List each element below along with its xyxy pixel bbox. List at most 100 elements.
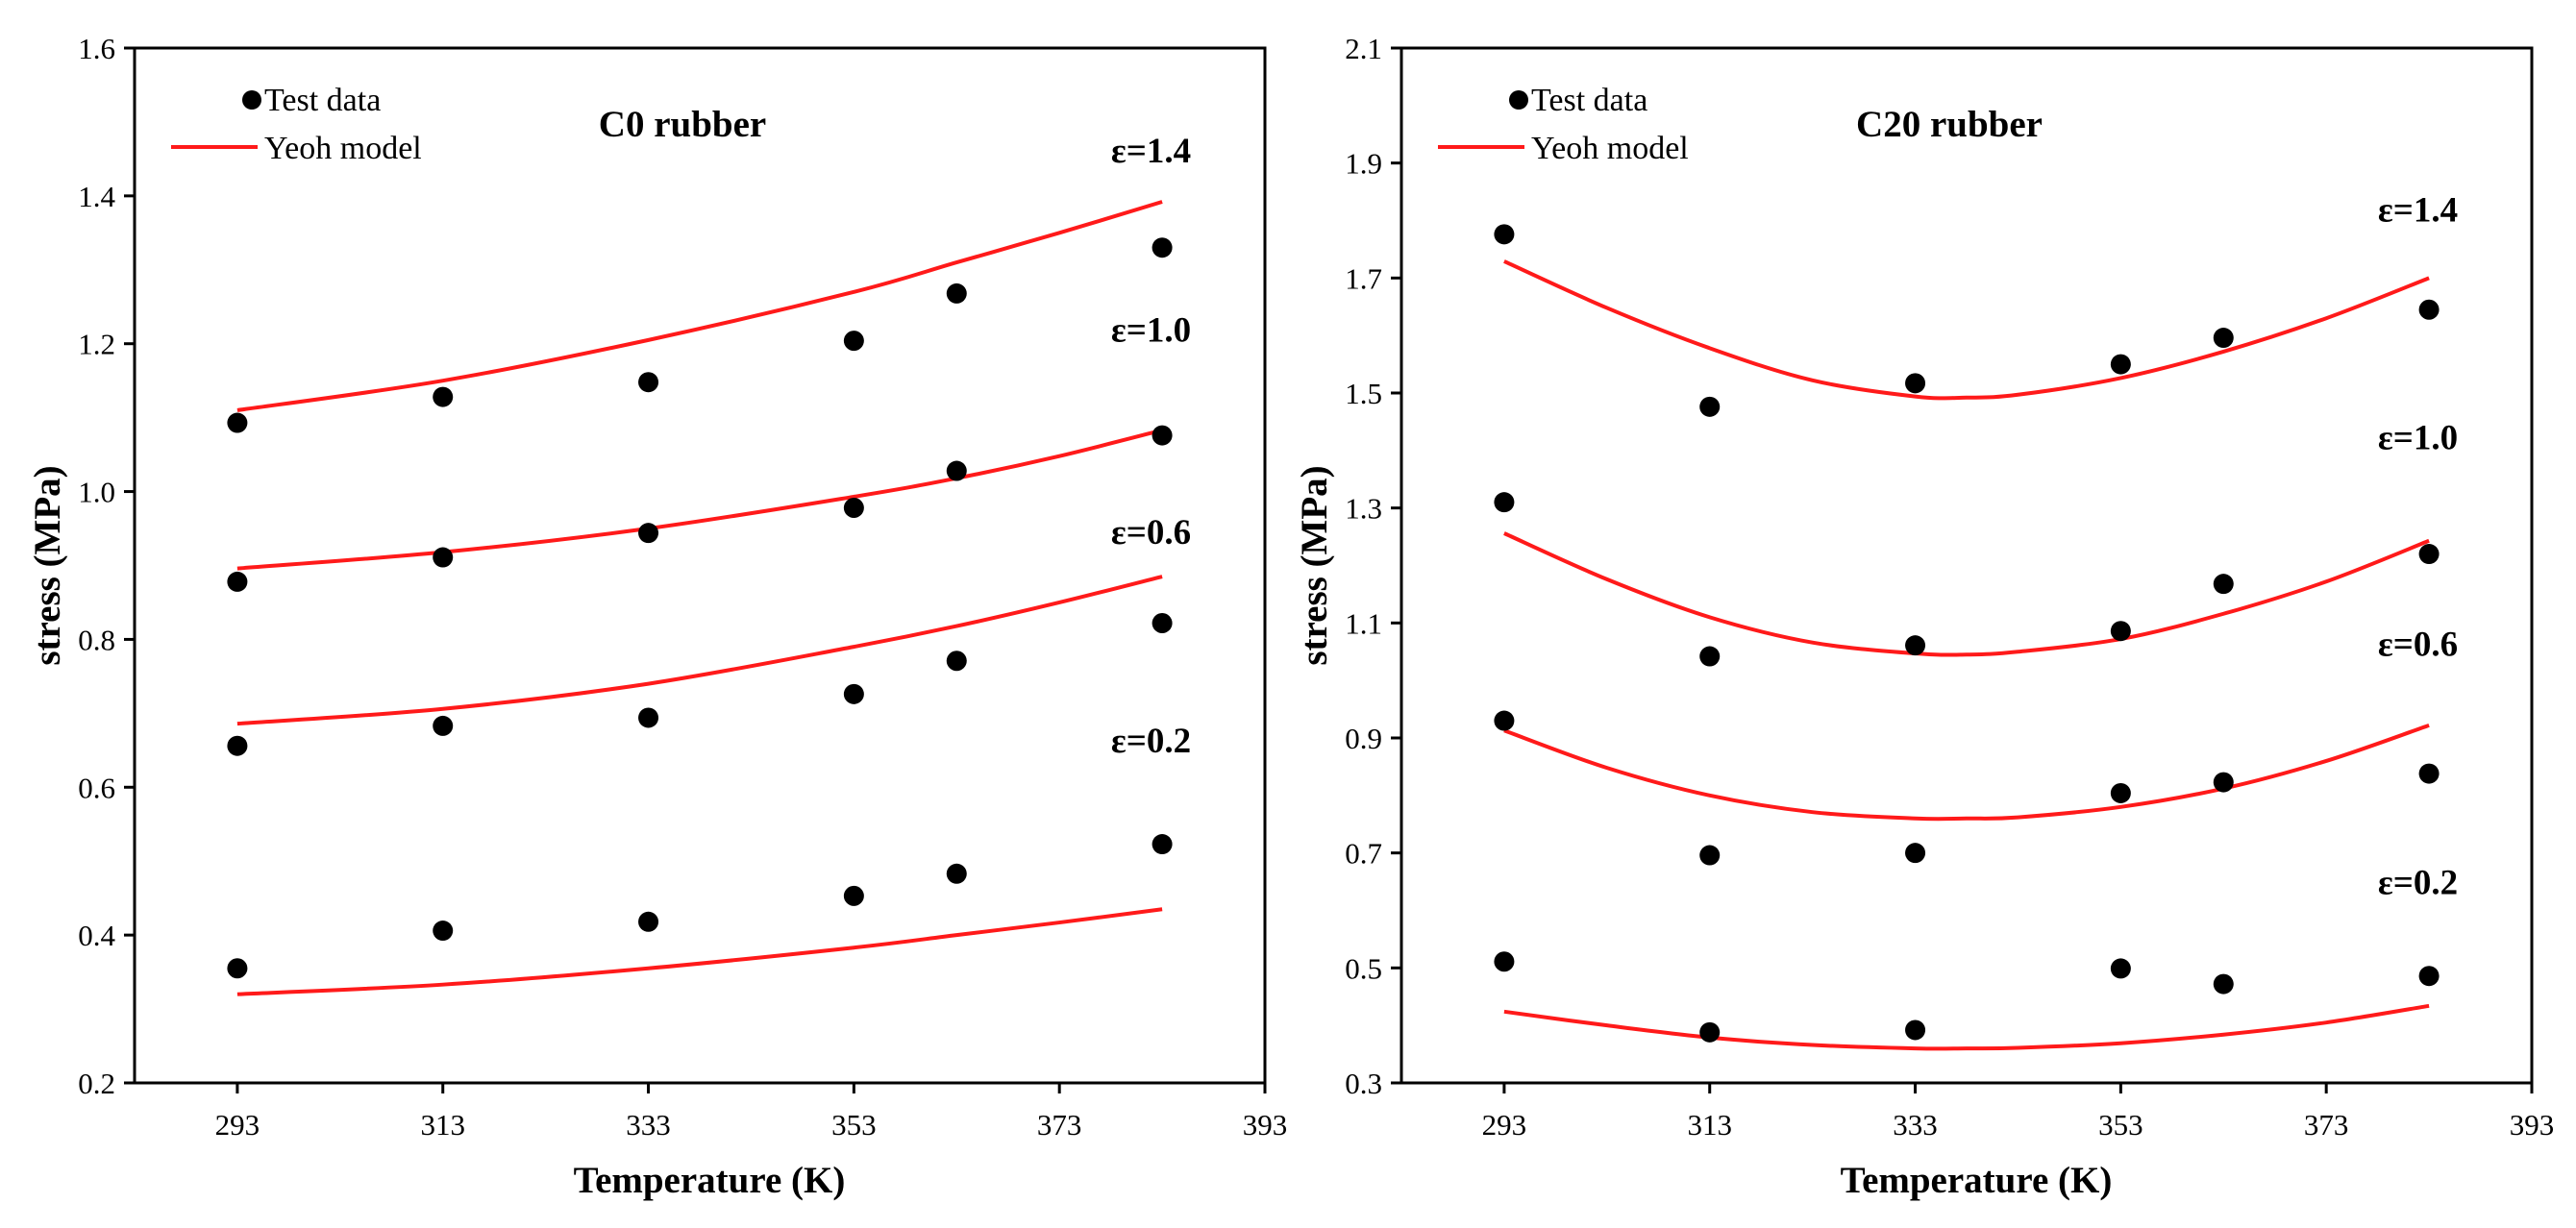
y-tick-label: 0.6 — [78, 771, 115, 804]
test-data-point-eps-1.4 — [1152, 237, 1173, 258]
test-data-point-eps-0.6 — [946, 651, 967, 672]
strain-annotation: ε=0.2 — [1111, 722, 1191, 761]
yeoh-model-line-eps-0.2 — [236, 907, 1163, 996]
y-tick-label: 0.5 — [1345, 951, 1382, 985]
strain-annotation: ε=1.4 — [1111, 132, 1191, 171]
y-tick-label: 0.3 — [1345, 1067, 1382, 1100]
legend-yeoh-model-label: Yeoh model — [1531, 131, 1689, 166]
chart-c0-rubber: 293 313 333 353 373 393 0.2 0.4 0.6 0.8 1.0 1.2 1.4 1… — [27, 32, 1287, 1201]
test-data-point-eps-1.4 — [227, 412, 248, 433]
test-data-point-eps-0.6 — [638, 707, 659, 728]
test-data-point-eps-1.0 — [2213, 574, 2234, 595]
yeoh-model-line-eps-1.0 — [1503, 531, 2430, 657]
test-data-point-eps-1.0 — [946, 460, 967, 481]
test-data-point-eps-0.2 — [843, 885, 864, 906]
test-data-point-eps-1.4 — [946, 282, 967, 304]
x-tick-label: 393 — [1243, 1108, 1288, 1142]
x-tick-label: 333 — [1893, 1108, 1938, 1142]
test-data-point-eps-1.0 — [1905, 635, 1926, 656]
test-data-point-eps-0.6 — [2213, 772, 2234, 793]
test-data-point-eps-1.4 — [1494, 224, 1515, 245]
test-data-point-eps-0.2 — [2110, 958, 2131, 979]
test-data-point-eps-0.2 — [1152, 834, 1173, 855]
strain-annotation: ε=1.0 — [2378, 418, 2458, 457]
test-data-point-eps-0.2 — [1905, 1019, 1926, 1041]
test-data-point-eps-0.6 — [227, 735, 248, 756]
test-data-point-eps-0.2 — [638, 911, 659, 932]
y-tick-label: 0.2 — [78, 1067, 115, 1100]
legend-yeoh-model-label: Yeoh model — [264, 131, 422, 166]
test-data-point-eps-1.0 — [2418, 544, 2440, 565]
y-tick-label: 2.1 — [1345, 32, 1382, 65]
strain-annotation: ε=0.6 — [1111, 513, 1191, 553]
x-tick-label: 393 — [2510, 1108, 2555, 1142]
x-tick-label: 313 — [420, 1108, 465, 1142]
test-data-point-eps-1.0 — [433, 547, 454, 568]
test-data-point-eps-1.0 — [2110, 621, 2131, 642]
yeoh-model-line-eps-1.4 — [1503, 259, 2430, 401]
x-tick-label: 353 — [831, 1108, 877, 1142]
test-data-point-eps-1.0 — [1699, 646, 1721, 667]
test-data-point-eps-0.2 — [2418, 966, 2440, 987]
legend-test-data-marker — [242, 90, 261, 110]
strain-annotation: ε=0.6 — [2378, 625, 2458, 664]
test-data-point-eps-0.2 — [1699, 1021, 1721, 1043]
test-data-point-eps-0.2 — [433, 921, 454, 942]
strain-annotation: ε=1.0 — [1111, 310, 1191, 350]
x-tick-label: 353 — [2098, 1108, 2143, 1142]
legend-test-data-label: Test data — [1531, 83, 1647, 118]
test-data-point-eps-0.2 — [227, 958, 248, 979]
yeoh-model-line-eps-0.2 — [1503, 1003, 2430, 1051]
y-tick-label: 1.9 — [1345, 147, 1382, 181]
test-data-point-eps-0.6 — [1494, 710, 1515, 731]
yeoh-model-line-eps-0.6 — [1503, 723, 2430, 822]
test-data-point-eps-0.6 — [2418, 763, 2440, 784]
x-tick-label: 293 — [1482, 1108, 1527, 1142]
y-tick-label: 1.0 — [78, 476, 115, 509]
test-data-point-eps-1.4 — [433, 386, 454, 407]
y-tick-label: 1.7 — [1345, 261, 1382, 295]
test-data-point-eps-1.4 — [1905, 373, 1926, 394]
yeoh-model-line-eps-1.4 — [236, 200, 1163, 412]
yeoh-model-line-eps-0.6 — [236, 575, 1163, 726]
legend-test-data-label: Test data — [264, 83, 381, 118]
test-data-point-eps-0.6 — [1152, 613, 1173, 634]
x-tick-label: 313 — [1687, 1108, 1732, 1142]
x-tick-label: 373 — [1037, 1108, 1082, 1142]
test-data-point-eps-1.0 — [1494, 492, 1515, 513]
y-axis-label: stress (MPa) — [1294, 465, 1335, 665]
y-tick-label: 0.7 — [1345, 837, 1382, 871]
x-axis-label: Temperature (K) — [574, 1160, 846, 1201]
legend-test-data-marker — [1509, 90, 1528, 110]
yeoh-model-line-eps-1.0 — [236, 428, 1163, 571]
strain-annotation: ε=0.2 — [2378, 864, 2458, 903]
plot-frame — [1399, 46, 2534, 1085]
y-axis-label: stress (MPa) — [27, 465, 68, 665]
y-tick-label: 1.1 — [1345, 606, 1382, 640]
chart-title: C0 rubber — [599, 104, 766, 145]
x-tick-label: 333 — [626, 1108, 671, 1142]
test-data-point-eps-1.4 — [2213, 328, 2234, 349]
y-tick-label: 0.9 — [1345, 722, 1382, 755]
test-data-point-eps-0.2 — [2213, 973, 2234, 995]
test-data-point-eps-0.6 — [1905, 843, 1926, 864]
y-tick-label: 1.6 — [78, 32, 115, 65]
chart-title: C20 rubber — [1856, 104, 2043, 145]
test-data-point-eps-1.4 — [638, 372, 659, 393]
test-data-point-eps-0.6 — [843, 683, 864, 704]
test-data-point-eps-1.0 — [638, 523, 659, 544]
test-data-point-eps-0.6 — [2110, 782, 2131, 803]
test-data-point-eps-1.0 — [1152, 425, 1173, 446]
plot-frame — [133, 46, 1267, 1085]
test-data-point-eps-1.0 — [227, 571, 248, 592]
test-data-point-eps-1.4 — [2418, 299, 2440, 320]
y-tick-label: 0.8 — [78, 623, 115, 656]
test-data-point-eps-0.2 — [1494, 951, 1515, 972]
strain-annotation: ε=1.4 — [2378, 191, 2458, 231]
x-tick-label: 293 — [215, 1108, 260, 1142]
y-tick-label: 1.5 — [1345, 377, 1382, 410]
x-tick-label: 373 — [2304, 1108, 2349, 1142]
y-tick-label: 1.2 — [78, 328, 115, 361]
